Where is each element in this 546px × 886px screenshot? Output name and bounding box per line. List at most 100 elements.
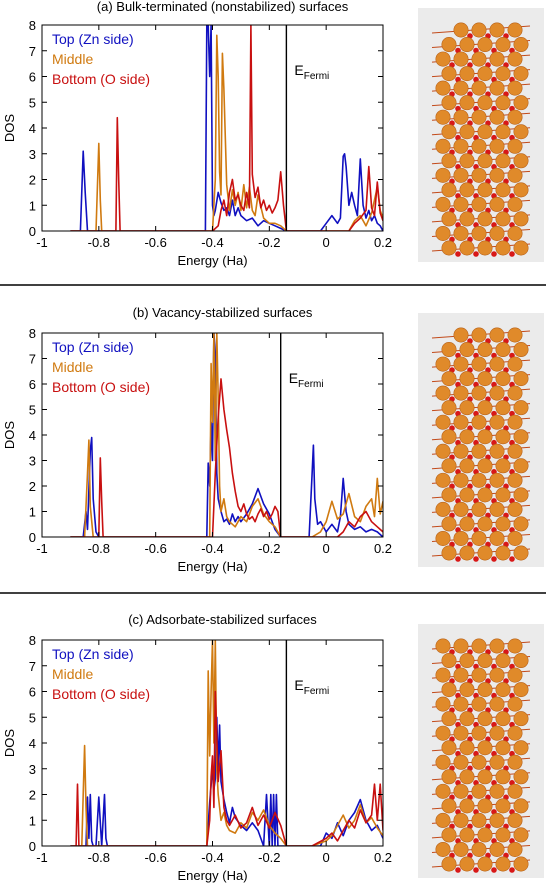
zn-atom	[513, 37, 529, 53]
legend-entry: Top (Zn side)	[52, 339, 134, 355]
y-tick-label: 5	[29, 710, 36, 725]
zn-atom	[441, 240, 457, 256]
series-line-middle	[70, 333, 383, 537]
x-tick-label: -0.8	[88, 235, 110, 250]
zn-atom	[471, 783, 487, 799]
zn-atom	[471, 385, 487, 401]
zn-atom	[477, 545, 493, 561]
zn-atom	[453, 696, 469, 712]
zn-atom	[507, 327, 523, 343]
zn-atom	[513, 240, 529, 256]
zn-atom	[435, 414, 451, 430]
o-atom	[473, 251, 479, 257]
zn-atom	[477, 856, 493, 872]
zn-atom	[435, 443, 451, 459]
dos-chart-b: (b) Vacancy-stabilized surfaces EFermi -1 -…	[2, 305, 392, 574]
zn-atom	[477, 516, 493, 532]
zn-atom	[459, 153, 475, 169]
zn-atom	[489, 841, 505, 857]
zn-atom	[477, 682, 493, 698]
zn-atom	[459, 400, 475, 416]
x-tick-label: -0.2	[258, 541, 280, 556]
zn-atom	[489, 385, 505, 401]
x-axis-label: Energy (Ha)	[177, 559, 247, 574]
zn-atom	[495, 545, 511, 561]
zn-atom	[441, 211, 457, 227]
zn-atom	[435, 385, 451, 401]
zn-atom	[507, 530, 523, 546]
zn-atom	[489, 725, 505, 741]
zn-atom	[459, 371, 475, 387]
legend-entry: Middle	[52, 359, 93, 375]
y-tick-label: 5	[29, 403, 36, 418]
zn-atom	[459, 182, 475, 198]
zn-atom	[471, 501, 487, 517]
zn-atom	[459, 211, 475, 227]
fermi-label: EFermi	[289, 370, 324, 390]
zn-atom	[441, 798, 457, 814]
zn-atom	[453, 638, 469, 654]
o-atom	[509, 556, 515, 562]
structure-images	[418, 8, 544, 878]
zn-atom	[471, 472, 487, 488]
zn-atom	[471, 356, 487, 372]
zn-atom	[471, 667, 487, 683]
slab-structure-image	[418, 8, 544, 262]
zn-atom	[513, 95, 529, 111]
zn-atom	[495, 153, 511, 169]
zn-atom	[441, 545, 457, 561]
zn-atom	[441, 653, 457, 669]
series-line-bottom	[70, 690, 383, 846]
zn-atom	[513, 653, 529, 669]
zn-atom	[453, 356, 469, 372]
zn-atom	[459, 95, 475, 111]
zn-atom	[435, 138, 451, 154]
y-tick-label: 3	[29, 147, 36, 162]
zn-atom	[435, 80, 451, 96]
zn-atom	[441, 429, 457, 445]
zn-atom	[441, 856, 457, 872]
zn-atom	[435, 783, 451, 799]
zn-atom	[495, 740, 511, 756]
x-tick-label: -0.6	[144, 850, 166, 865]
y-tick-label: 1	[29, 813, 36, 828]
zn-atom	[459, 798, 475, 814]
zn-atom	[489, 696, 505, 712]
y-tick-label: 2	[29, 479, 36, 494]
zn-atom	[435, 530, 451, 546]
zn-atom	[513, 182, 529, 198]
o-atom	[455, 251, 461, 257]
y-tick-label: 0	[29, 224, 36, 239]
o-atom	[491, 556, 497, 562]
x-tick-label: 0.2	[374, 850, 392, 865]
zn-atom	[477, 153, 493, 169]
o-atom	[473, 556, 479, 562]
y-tick-label: 7	[29, 659, 36, 674]
zn-atom	[453, 667, 469, 683]
zn-atom	[441, 371, 457, 387]
y-tick-label: 8	[29, 18, 36, 33]
legend-entry: Bottom (O side)	[52, 686, 150, 702]
fermi-label: EFermi	[294, 677, 329, 697]
o-atom	[491, 251, 497, 257]
zn-atom	[441, 153, 457, 169]
legend-entry: Bottom (O side)	[52, 379, 150, 395]
y-tick-label: 4	[29, 736, 36, 751]
zn-atom	[471, 443, 487, 459]
zn-atom	[435, 356, 451, 372]
zn-atom	[513, 429, 529, 445]
chart-title: (c) Adsorbate-stabilized surfaces	[128, 612, 317, 627]
zn-atom	[489, 472, 505, 488]
series-lines	[70, 640, 383, 846]
zn-atom	[441, 66, 457, 82]
zn-atom	[513, 371, 529, 387]
zn-atom	[495, 827, 511, 843]
zn-atom	[507, 22, 523, 38]
series-line-top	[70, 333, 383, 537]
zn-atom	[489, 167, 505, 183]
zn-atom	[507, 356, 523, 372]
y-tick-label: 7	[29, 44, 36, 59]
zn-atom	[441, 95, 457, 111]
series-lines	[70, 25, 383, 231]
zn-atom	[489, 754, 505, 770]
